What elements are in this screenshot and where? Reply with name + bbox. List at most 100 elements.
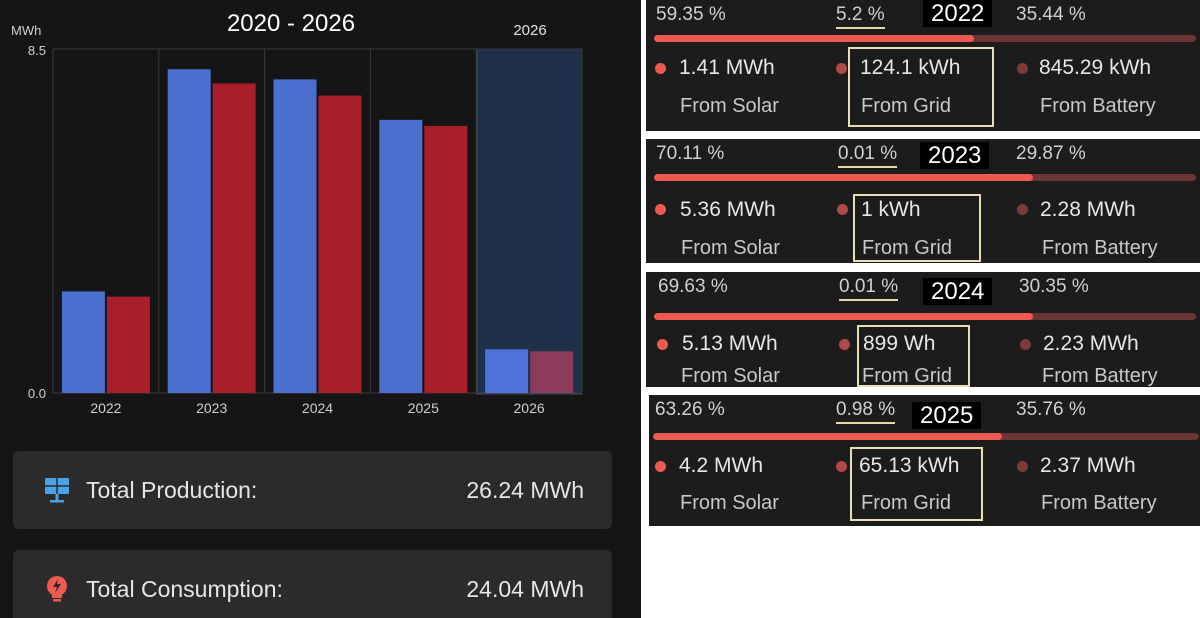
solar-dot — [657, 339, 668, 350]
x-tick-label: 2022 — [90, 400, 121, 416]
grid-percent: 5.2 % — [836, 4, 885, 29]
battery-label: From Battery — [1040, 95, 1156, 117]
grid-value: 65.13 kWh — [859, 454, 960, 477]
total-production-value: 26.24 MWh — [466, 477, 584, 503]
energy-split-bar — [653, 433, 1199, 440]
grid-highlight-box — [853, 194, 981, 262]
battery-dot — [1017, 461, 1028, 472]
battery-dot — [1017, 63, 1028, 74]
chart-gridlines — [52, 48, 583, 394]
bulb-bolt-icon — [47, 576, 67, 602]
bar-production-2023[interactable] — [167, 69, 211, 393]
grid-label: From Grid — [861, 95, 951, 117]
battery-value: 2.28 MWh — [1040, 198, 1136, 221]
bar-consumption-2023[interactable] — [212, 83, 256, 394]
battery-value: 2.37 MWh — [1040, 454, 1136, 477]
year-panel-2025: 63.26 % 0.98 % 2025 35.76 % 4.2 MWh From… — [649, 395, 1200, 526]
grid-value: 899 Wh — [863, 332, 936, 355]
year-label: 2024 — [923, 278, 993, 305]
chart-title: 2020 - 2026 — [227, 10, 355, 37]
battery-dot — [1020, 339, 1031, 350]
energy-split-bar — [654, 313, 1196, 320]
solar-share-fill — [654, 35, 974, 42]
chart-bars — [61, 69, 574, 394]
grid-percent: 0.01 % — [838, 143, 898, 168]
bar-consumption-2025[interactable] — [424, 125, 468, 394]
solar-label: From Solar — [681, 365, 780, 387]
total-production-label: Total Production: — [86, 477, 258, 503]
solar-value: 4.2 MWh — [679, 454, 764, 477]
grid-label: From Grid — [861, 492, 951, 514]
solar-label: From Solar — [681, 237, 780, 259]
year-label: 2025 — [912, 402, 982, 429]
bar-production-2024[interactable] — [273, 79, 317, 394]
solar-value: 1.41 MWh — [679, 56, 775, 79]
bar-production-2026[interactable] — [485, 349, 529, 393]
battery-percent: 35.44 % — [1016, 4, 1086, 25]
battery-dot — [1017, 204, 1028, 215]
grid-dot — [837, 204, 848, 215]
year-panel-2024: 69.63 % 0.01 % 2024 30.35 % 5.13 MWh Fro… — [646, 272, 1200, 387]
x-tick-label: 2026 — [514, 400, 545, 416]
year-label: 2022 — [923, 0, 993, 27]
total-consumption-label: Total Consumption: — [86, 576, 283, 602]
year-label: 2023 — [920, 142, 990, 169]
solar-label: From Solar — [680, 492, 779, 514]
bar-production-2025[interactable] — [379, 119, 423, 393]
grid-label: From Grid — [862, 365, 952, 387]
grid-label: From Grid — [862, 237, 952, 259]
grid-percent: 0.98 % — [836, 399, 896, 424]
grid-value: 124.1 kWh — [860, 56, 961, 79]
current-year-highlight — [476, 48, 583, 395]
battery-value: 2.23 MWh — [1043, 332, 1139, 355]
energy-summary-panel: 2022 2023 2024 2025 2026 2020 - 2026 MWh 8.5… — [0, 0, 641, 618]
year-panel-2023: 70.11 % 0.01 % 2023 29.87 % 5.36 MWh Fro… — [646, 139, 1200, 263]
solar-label: From Solar — [680, 95, 779, 117]
solar-percent: 59.35 % — [656, 4, 726, 25]
solar-share-fill — [654, 174, 1034, 181]
y-tick-max: 8.5 — [28, 43, 46, 58]
solar-share-fill — [653, 433, 1003, 440]
energy-split-bar — [654, 174, 1196, 181]
battery-label: From Battery — [1042, 237, 1158, 259]
grid-dot — [836, 63, 847, 74]
solar-dot — [655, 63, 666, 74]
solar-share-fill — [654, 313, 1034, 320]
battery-percent: 30.35 % — [1019, 276, 1089, 297]
battery-percent: 35.76 % — [1016, 399, 1086, 420]
total-consumption-value: 24.04 MWh — [466, 576, 584, 602]
bar-consumption-2026[interactable] — [530, 351, 574, 393]
solar-panel-icon — [45, 478, 69, 503]
x-axis-labels: 2022 2023 2024 2025 2026 — [90, 400, 545, 416]
grid-highlight-box — [857, 325, 970, 387]
bar-consumption-2024[interactable] — [318, 95, 362, 394]
grid-highlight-box — [848, 47, 994, 127]
grid-percent: 0.01 % — [839, 276, 899, 301]
grid-dot — [839, 339, 850, 350]
highlight-year-label: 2026 — [513, 22, 546, 39]
x-tick-label: 2025 — [408, 400, 439, 416]
y-tick-min: 0.0 — [28, 386, 46, 401]
battery-value: 845.29 kWh — [1039, 56, 1152, 79]
battery-label: From Battery — [1042, 365, 1158, 387]
battery-percent: 29.87 % — [1016, 143, 1086, 164]
solar-value: 5.13 MWh — [682, 332, 778, 355]
bar-consumption-2022[interactable] — [106, 296, 150, 393]
yearly-energy-chart: 2022 2023 2024 2025 2026 2020 - 2026 MWh 8.5… — [11, 10, 583, 416]
solar-percent: 69.63 % — [658, 276, 728, 297]
plot-frame — [52, 48, 583, 394]
solar-dot — [655, 204, 666, 215]
x-tick-label: 2024 — [302, 400, 333, 416]
solar-value: 5.36 MWh — [680, 198, 776, 221]
solar-percent: 63.26 % — [655, 399, 725, 420]
energy-split-bar — [654, 35, 1196, 42]
total-consumption-card: Total Consumption: 24.04 MWh — [13, 550, 612, 618]
grid-highlight-box — [850, 447, 983, 521]
solar-dot — [655, 461, 666, 472]
battery-label: From Battery — [1041, 492, 1157, 514]
grid-value: 1 kWh — [861, 198, 921, 221]
grid-dot — [836, 461, 847, 472]
total-production-card: Total Production: 26.24 MWh — [13, 451, 612, 529]
bar-production-2022[interactable] — [61, 291, 105, 393]
y-axis-unit: MWh — [11, 23, 41, 38]
